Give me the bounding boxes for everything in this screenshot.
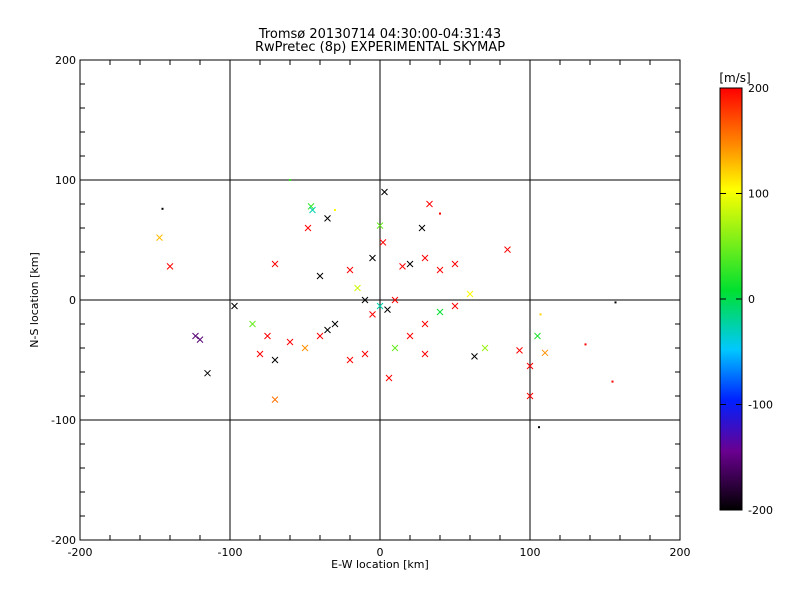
scatter-point <box>381 188 388 196</box>
scatter-point <box>346 356 354 364</box>
scatter-point <box>346 266 354 274</box>
scatter-point <box>451 260 459 268</box>
chart-title: Tromsø 20130714 04:30:00-04:31:43 <box>258 27 502 42</box>
scatter-point <box>324 326 331 334</box>
scatter-point <box>418 224 426 232</box>
scatter-point <box>316 332 324 340</box>
scatter-point <box>271 260 279 268</box>
scatter-point <box>334 209 336 211</box>
scatter-point <box>426 200 433 208</box>
scatter-point <box>391 344 399 352</box>
scatter-point <box>271 396 279 403</box>
scatter-point <box>256 350 264 358</box>
scatter-point <box>307 203 315 210</box>
chart-subtitle: RwPretec (8p) EXPERIMENTAL SKYMAP <box>254 40 506 55</box>
scatter-point <box>471 353 478 360</box>
scatter-point <box>436 308 444 316</box>
scatter-point <box>166 263 174 270</box>
scatter-point <box>391 296 399 304</box>
scatter-point <box>196 336 204 343</box>
scatter-point <box>436 266 444 274</box>
scatter-point <box>354 284 361 292</box>
scatter-point <box>204 369 211 377</box>
scatter-point <box>526 392 534 400</box>
x-axis-label: E-W location [km] <box>331 558 429 571</box>
scatter-point <box>384 306 391 313</box>
scatter-point <box>406 332 414 340</box>
scatter-point <box>421 254 429 262</box>
y-tick-label: 0 <box>69 294 76 307</box>
colorbar-tick-label: -200 <box>748 504 773 517</box>
scatter-point <box>539 313 542 316</box>
scatter-point <box>504 246 511 253</box>
scatter-point <box>264 332 271 340</box>
scatter-point <box>516 347 523 354</box>
colorbar-tick-label: 200 <box>748 82 769 95</box>
scatter-point <box>385 374 393 382</box>
scatter-point <box>421 320 429 328</box>
scatter-point <box>192 332 199 340</box>
x-tick-label: 0 <box>377 546 384 559</box>
scatter-point <box>421 350 429 358</box>
scatter-point <box>249 320 256 328</box>
scatter-point <box>481 344 489 352</box>
scatter-point <box>614 301 617 304</box>
scatter-point <box>439 212 441 215</box>
y-tick-label: 100 <box>55 174 76 187</box>
scatter-point <box>361 350 369 358</box>
colorbar-label: [m/s] <box>719 71 750 85</box>
scatter-point <box>376 222 384 229</box>
scatter-point <box>289 179 291 181</box>
scatter-point <box>301 344 309 352</box>
scatter-point <box>271 356 279 364</box>
y-axis-label: N-S location [km] <box>28 252 41 348</box>
scatter-point <box>611 380 614 383</box>
scatter-point <box>324 215 331 222</box>
x-tick-label: -200 <box>68 546 93 559</box>
grid-lines <box>80 60 680 540</box>
scatter-point <box>399 263 406 270</box>
scatter-point <box>361 296 369 304</box>
scatter-point <box>538 426 540 429</box>
scatter-point <box>304 224 312 232</box>
scatter-point <box>161 207 164 210</box>
scatter-point <box>316 272 324 280</box>
colorbar-tick-label: 0 <box>748 293 755 306</box>
scatter-point <box>451 302 459 310</box>
scatter-point <box>376 302 384 310</box>
y-tick-label: -200 <box>51 534 76 547</box>
scatter-point <box>309 206 316 214</box>
data-points <box>156 179 617 429</box>
axes: -200 -100 0 100 200 -200 -100 0 100 200 E-W locati… <box>28 54 691 571</box>
scatter-point <box>526 362 534 370</box>
scatter-point <box>534 332 541 340</box>
scatter-point <box>286 338 294 346</box>
scatter-point <box>466 290 474 298</box>
x-tick-label: -100 <box>218 546 243 559</box>
scatter-point <box>156 234 163 241</box>
scatter-point <box>406 260 414 268</box>
scatter-point <box>379 239 387 246</box>
scatter-point <box>369 254 376 262</box>
colorbar: 200 100 0 -100 -200 [m/s] <box>719 71 773 517</box>
y-tick-label: -100 <box>51 414 76 427</box>
x-tick-label: 100 <box>520 546 541 559</box>
x-tick-label: 200 <box>670 546 691 559</box>
colorbar-tick-label: 100 <box>748 188 769 201</box>
scatter-point <box>369 311 376 318</box>
y-tick-label: 200 <box>55 54 76 67</box>
scatter-point <box>231 302 238 310</box>
scatter-point <box>331 320 339 328</box>
scatter-point <box>584 343 587 346</box>
colorbar-tick-label: -100 <box>748 399 773 412</box>
scatter-point <box>541 349 549 357</box>
